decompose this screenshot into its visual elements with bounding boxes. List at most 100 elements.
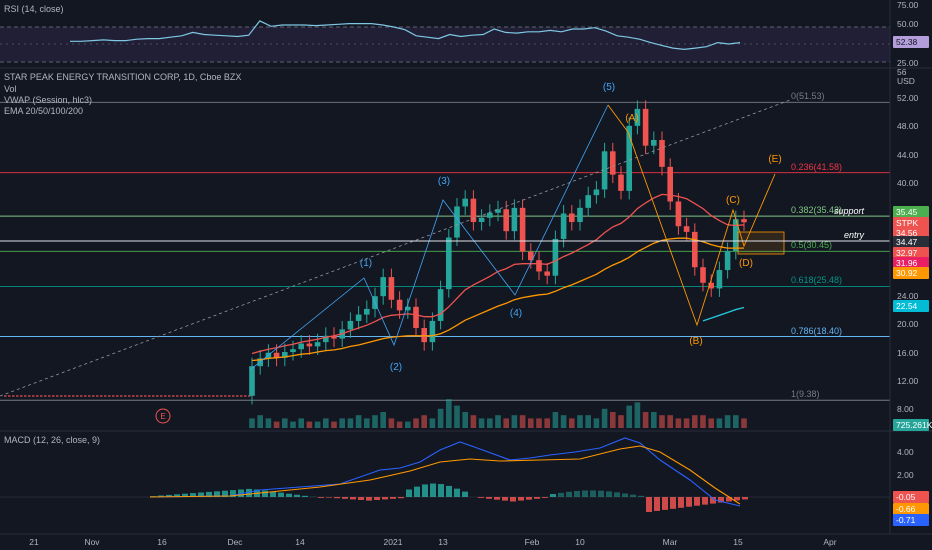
volume-bar [544,418,550,428]
macd-hist-bar [614,492,620,497]
symbol-title[interactable]: STAR PEAK ENERGY TRANSITION CORP, 1D, Cb… [4,72,242,82]
volume-bar [569,418,575,428]
macd-hist-bar [334,497,340,499]
fib-label: 0.382(35.43) [791,205,843,216]
volume-bar [659,415,665,428]
macd-hist-bar [702,497,708,505]
wave-label: (C) [726,195,740,206]
macd-hist-bar [350,497,356,500]
macd-hist-bar [726,497,732,502]
volume-bar [429,418,436,428]
volume-bar [290,421,296,428]
macd-hist-bar [166,494,172,497]
macd-hist-bar [422,484,428,497]
macd-signal-tag: -0.66 [893,503,929,515]
macd-header[interactable]: MACD (12, 26, close, 9) [4,435,101,445]
candle [487,212,493,218]
price-tag: 32.97 [893,247,929,259]
macd-hist-bar [438,484,444,497]
volume-bar [675,418,682,428]
macd-hist-bar [230,490,236,497]
volume-bar [421,415,427,428]
candle [429,320,436,343]
macd-hist-bar [174,494,180,497]
price-tag: 30.92 [893,267,929,279]
candle [536,260,542,272]
macd-hist-bar [414,486,420,497]
macd-hist-bar [382,497,388,500]
candle [683,226,690,232]
volume-bar [454,405,460,428]
macd-hist-bar [302,495,308,497]
macd-hist-bar [590,490,596,497]
wave-label: (B) [689,336,702,347]
currency-label[interactable]: USD [897,76,915,86]
volume-bar [495,415,501,428]
indicator-vol[interactable]: Vol [4,84,17,94]
fib-label: 0.786(18.40) [791,325,843,336]
time-axis-tick: 16 [157,537,167,547]
macd-hist-bar [478,497,484,498]
wave-label: (1) [360,258,372,269]
macd-hist-bar [278,492,284,497]
earnings-marker [155,408,171,424]
volume-bar [372,415,378,428]
candle [544,271,550,276]
rsi-header: RSI (14, close) [4,4,64,14]
macd-hist-bar [374,497,380,500]
volume-bar [462,412,468,428]
candle [314,342,321,347]
indicator-ema[interactable]: EMA 20/50/100/200 [4,106,84,116]
volume-bar [446,399,452,428]
price-axis-label: 24.00 [897,290,919,301]
macd-hist-bar [526,497,532,500]
volume-bar [528,418,534,428]
candle [470,198,477,222]
volume-bar [257,415,263,428]
volume-bar [273,421,280,428]
volume-bar [413,418,419,428]
candle [273,352,280,358]
macd-hist-bar [550,494,556,497]
volume-bar [577,415,583,428]
macd-hist-bar [486,497,492,499]
candle [437,289,444,321]
candle [446,237,452,290]
macd-hist-bar [182,493,188,497]
volume-bar [470,415,477,428]
macd-hist-bar [206,491,212,497]
volume-bar [339,418,345,428]
wave-label: (5) [603,82,615,93]
fibonacci-retracement [0,101,890,401]
macd-hist-bar [398,497,404,499]
candle [733,219,739,251]
candle [667,166,673,202]
volume-bar [347,418,354,428]
candle [626,125,632,191]
macd-hist-bar [558,492,564,497]
candle [675,201,682,227]
candle [306,343,313,347]
macd-hist-bar [158,495,164,497]
volume-bar [405,421,411,428]
entry-zone-box [737,231,785,255]
macd-hist-bar [446,485,452,497]
candle [569,213,575,222]
wave-labels: (1) (2) (3) (4) (5) (A) (B) (C) (D) (E) [360,82,782,373]
candle [528,251,534,261]
macd-hist-bar [686,497,692,507]
macd-hist-bar [646,497,652,512]
volume-bar [601,408,608,428]
macd-hist-bar [678,497,684,508]
macd-hist-bar [190,493,196,497]
indicator-vwap[interactable]: VWAP (Session, hlc3) [4,95,93,105]
candle [503,209,509,232]
macd-hist-bar [606,491,612,497]
volume-bar [560,415,567,428]
volume-bar [651,412,657,428]
time-axis-tick: 14 [295,537,305,547]
macd-hist-bar [630,494,636,497]
candle [552,238,559,276]
time-axis-tick: Apr [823,537,837,547]
macd-hist-bar [270,491,276,497]
